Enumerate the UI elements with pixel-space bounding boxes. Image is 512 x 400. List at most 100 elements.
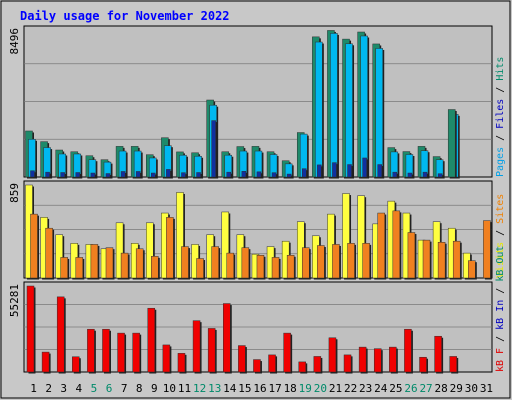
kbf-bar-16: [253, 359, 261, 373]
x-tick-label-28: 28: [435, 382, 448, 395]
sites-bar-24: [377, 212, 385, 279]
kbf-bar-24: [373, 348, 382, 373]
sites-bar-27: [422, 239, 431, 279]
panel-bot: 55281 kB F / kB In / kB Out: [8, 246, 506, 374]
kbf-bar-27: [419, 356, 427, 373]
pages-bar-2: [45, 171, 50, 178]
panel-mid-ymax-label: 859: [8, 183, 21, 203]
kbf-bar-19: [298, 361, 306, 373]
pages-bar-15: [241, 171, 247, 178]
sites-bar-22: [347, 243, 355, 279]
x-tick-label-1: 1: [30, 382, 37, 395]
files-bar-20: [315, 41, 323, 178]
pages-bar-20: [317, 164, 322, 178]
pages-bar-19: [301, 168, 307, 178]
sites-bar-7: [120, 252, 129, 279]
panel-bot-legend-item-3: /: [495, 282, 506, 300]
pages-bar-18: [286, 173, 292, 178]
x-tick-label-12: 12: [193, 382, 206, 395]
pages-bar-28: [437, 173, 443, 178]
kbf-bar-4: [72, 356, 80, 373]
x-tick-label-15: 15: [238, 382, 251, 395]
panel-mid: 859 Visits / Sites: [8, 180, 506, 280]
kbf-bar-7: [117, 332, 125, 373]
panel-top: 8496 Pages / Files / Hits: [8, 25, 506, 179]
kbf-bar-6: [102, 328, 110, 373]
panel-bot-legend-item-0: kB F: [495, 348, 506, 372]
sites-bar-17: [271, 257, 280, 279]
kbf-bar-22: [343, 354, 352, 373]
x-tick-label-16: 16: [253, 382, 266, 395]
sites-bar-9: [151, 256, 159, 279]
panel-top-ymax-label: 8496: [8, 28, 21, 55]
x-tick-label-23: 23: [359, 382, 372, 395]
x-tick-label-5: 5: [91, 382, 98, 395]
pages-bar-12: [196, 172, 201, 178]
panel-top-legend: Pages / Files / Hits: [495, 57, 506, 177]
kbf-bar-13: [207, 328, 216, 373]
x-tick-label-14: 14: [223, 382, 237, 395]
pages-bar-22: [347, 164, 352, 178]
x-tick-label-11: 11: [178, 382, 191, 395]
panel-mid-legend-item-2: Sites: [495, 194, 506, 224]
pages-bar-3: [60, 172, 65, 178]
pages-bar-8: [135, 171, 141, 178]
pages-bar-4: [75, 172, 81, 178]
pages-bar-6: [105, 173, 111, 178]
visits-bar-23: [357, 195, 365, 279]
sites-bar-8: [135, 248, 144, 279]
kbf-bar-21: [328, 337, 337, 373]
kbf-bar-29: [449, 356, 457, 373]
visits-bar-7: [115, 222, 124, 279]
panel-top-legend-item-0: Pages: [495, 147, 506, 177]
pages-bar-16: [256, 171, 262, 178]
pages-bar-24: [377, 164, 382, 178]
panel-bot-legend: kB F / kB In / kB Out: [495, 246, 506, 372]
sites-bar-1: [30, 213, 38, 279]
kbf-bar-20: [313, 356, 322, 373]
panel-bot-legend-item-4: kB Out: [495, 246, 506, 282]
x-tick-label-2: 2: [45, 382, 52, 395]
x-tick-label-27: 27: [419, 382, 432, 395]
pages-bar-21: [332, 162, 337, 178]
sites-bar-25: [392, 210, 401, 279]
visits-bar-3: [55, 234, 63, 279]
visits-bar-14: [221, 211, 230, 279]
kbf-bar-5: [87, 328, 95, 373]
kbf-bar-10: [162, 344, 171, 373]
x-tick-label-19: 19: [299, 382, 312, 395]
sites-bar-15: [241, 247, 250, 279]
sites-bar-26: [407, 232, 416, 279]
x-axis-labels: 1 2 3 4 5 6 7 8 9 10 11 12 13 14 15 16 17 18 19 20 21 22 23 24 2…: [30, 382, 493, 395]
sites-bar-20: [317, 245, 325, 279]
pages-bar-17: [271, 172, 277, 178]
x-tick-label-18: 18: [284, 382, 297, 395]
pages-bar-9: [151, 172, 156, 178]
panel-top-legend-item-3: /: [495, 81, 506, 99]
sites-bar-4: [75, 257, 84, 279]
sites-bar-29: [452, 240, 461, 279]
files-bar-22: [345, 43, 353, 178]
visits-bar-11: [176, 192, 184, 279]
kbf-bar-9: [147, 307, 156, 373]
panel-top-legend-item-4: Hits: [495, 57, 506, 81]
x-tick-label-26: 26: [404, 382, 417, 395]
chart-panels: 8496 Pages / Files / Hits 859 Visits / Site…: [8, 25, 506, 374]
sites-bar-28: [437, 242, 446, 279]
x-tick-label-29: 29: [450, 382, 463, 395]
kbf-bar-17: [268, 354, 276, 373]
sites-bar-11: [181, 246, 189, 279]
panel-mid-legend: Visits / Sites: [495, 194, 506, 278]
kbf-bar-2: [41, 351, 50, 373]
sites-bar-14: [226, 252, 235, 279]
sites-bar-12: [196, 258, 204, 279]
x-tick-label-22: 22: [344, 382, 357, 395]
x-tick-label-25: 25: [389, 382, 402, 395]
kbf-bar-12: [192, 320, 201, 373]
sites-bar-19: [301, 247, 310, 279]
pages-bar-13: [211, 120, 216, 178]
kbf-bar-26: [404, 328, 412, 373]
sites-bar-10: [166, 217, 174, 279]
